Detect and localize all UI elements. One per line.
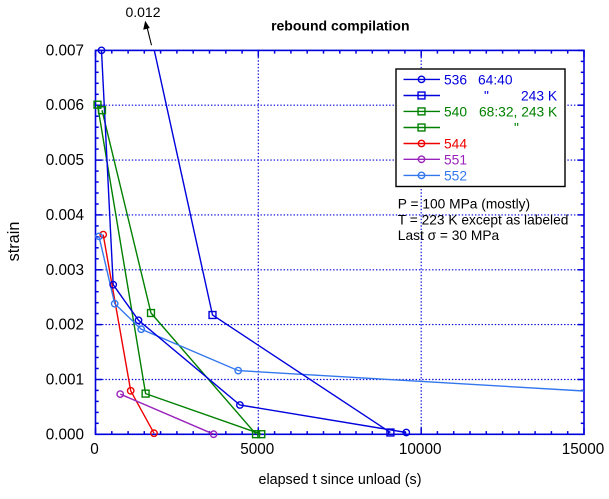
svg-text:0.000: 0.000 — [46, 426, 84, 443]
svg-text:552: 552 — [444, 168, 467, 183]
svg-text:64:40: 64:40 — [478, 72, 513, 87]
svg-text:elapsed t since unload (s): elapsed t since unload (s) — [259, 472, 422, 488]
svg-text:0.003: 0.003 — [46, 262, 84, 279]
svg-text:strain: strain — [5, 222, 23, 262]
svg-text:0.004: 0.004 — [46, 207, 85, 224]
svg-text:544: 544 — [444, 137, 467, 152]
svg-text:15000: 15000 — [562, 441, 605, 458]
svg-text:536: 536 — [444, 72, 467, 87]
svg-text:T = 223 K except as labeled: T = 223 K except as labeled — [398, 213, 569, 228]
svg-text:0.006: 0.006 — [46, 97, 84, 114]
svg-text:": " — [514, 121, 519, 136]
svg-text:Last σ = 30 MPa: Last σ = 30 MPa — [398, 228, 500, 243]
svg-text:540: 540 — [444, 104, 467, 119]
svg-text:0.002: 0.002 — [46, 317, 84, 334]
svg-text:5000: 5000 — [240, 441, 274, 458]
svg-text:0.007: 0.007 — [46, 42, 84, 59]
svg-text:rebound compilation: rebound compilation — [271, 18, 409, 34]
svg-text:243 K: 243 K — [521, 89, 558, 104]
svg-text:0.012: 0.012 — [125, 4, 160, 20]
svg-text:P = 100 MPa (mostly): P = 100 MPa (mostly) — [398, 197, 530, 212]
svg-text:0.005: 0.005 — [46, 152, 84, 169]
svg-text:10000: 10000 — [399, 441, 442, 458]
svg-text:68:32, 243 K: 68:32, 243 K — [479, 104, 558, 119]
svg-text:551: 551 — [444, 152, 467, 167]
svg-text:0: 0 — [90, 441, 99, 458]
svg-text:0.001: 0.001 — [46, 372, 84, 389]
svg-text:": " — [484, 89, 489, 104]
